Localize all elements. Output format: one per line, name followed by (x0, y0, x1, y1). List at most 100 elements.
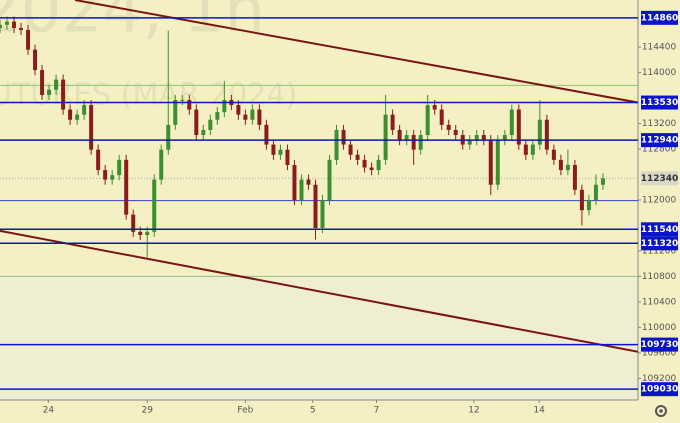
level-label-box (641, 95, 678, 110)
candle-body (306, 179, 311, 185)
candle-body (537, 119, 542, 145)
candle-body (96, 149, 101, 171)
candle-body (355, 154, 360, 160)
y-tick-label: 111200 (642, 246, 677, 256)
x-tick-label: 14 (533, 406, 545, 416)
candle-body (362, 159, 367, 168)
y-tick-label: 113200 (642, 119, 677, 129)
candle-body (0, 24, 2, 29)
candle-body (558, 159, 563, 171)
level-label: 109030 (641, 385, 679, 395)
candle-body (516, 109, 521, 145)
candle-body (243, 114, 248, 120)
candle-body (208, 119, 213, 130)
level-label-box (641, 382, 678, 397)
last-price-label: 112340 (641, 174, 679, 184)
candle-body (75, 114, 80, 120)
candle-body (446, 124, 451, 130)
candle-body (68, 109, 73, 120)
candle-body (474, 135, 479, 141)
candle-body (292, 164, 297, 200)
candle-body (271, 144, 276, 155)
candle-body (383, 114, 388, 160)
level-label: 111540 (641, 225, 679, 235)
watermark: 2024, 1h (0, 0, 265, 48)
candle-body (110, 175, 115, 180)
x-tick-label: 7 (374, 406, 380, 416)
candle-body (544, 119, 549, 150)
level-label: 114860 (641, 13, 679, 23)
y-tick-label: 109200 (642, 374, 677, 384)
candle-body (19, 28, 24, 30)
x-tick-label: 29 (142, 406, 154, 416)
y-tick-label: 112800 (642, 145, 677, 155)
candle-body (61, 79, 66, 110)
candle-body (33, 49, 38, 71)
candle-body (509, 109, 514, 136)
y-tick-label: 110000 (642, 323, 677, 333)
candle-body (404, 135, 409, 141)
x-tick-label: 12 (468, 406, 479, 416)
candle-body (411, 135, 416, 150)
candle-body (180, 100, 185, 101)
level-label: 113530 (641, 98, 679, 108)
level-label-box (641, 236, 678, 251)
candle-body (215, 112, 220, 120)
candle-body (194, 109, 199, 136)
candle-body (334, 129, 339, 160)
candle-body (103, 170, 108, 180)
level-label: 109730 (641, 340, 679, 350)
x-tick-label: Feb (237, 406, 253, 416)
candle-body (530, 144, 535, 155)
candle-body (348, 144, 353, 155)
settings-icon[interactable] (655, 405, 667, 417)
y-tick-label: 110400 (642, 297, 677, 307)
candle-body (390, 114, 395, 130)
candle-body (173, 100, 178, 125)
level-label-box (641, 222, 678, 237)
x-tick-label: 24 (43, 406, 55, 416)
level-label-box (641, 133, 678, 148)
candle-body (593, 184, 598, 200)
candle-body (313, 184, 318, 229)
candle-body (369, 167, 374, 171)
time-axis-background (0, 400, 638, 423)
y-tick-label: 114400 (642, 43, 677, 53)
candle-body (138, 231, 143, 236)
candle-body (551, 149, 556, 160)
candle-body (257, 109, 262, 125)
candle-body (327, 159, 332, 200)
candle-body (600, 178, 605, 185)
candle-body (397, 129, 402, 141)
candle-body (320, 200, 325, 229)
candle-body (117, 159, 122, 176)
candle-body (152, 179, 157, 232)
candle-body (565, 164, 570, 171)
candle-body (579, 189, 584, 211)
candle-body (145, 231, 150, 236)
candle-body (54, 79, 59, 90)
candle-body (488, 140, 493, 185)
candle-body (418, 135, 423, 150)
candle-body (502, 135, 507, 141)
candle-body (425, 105, 430, 136)
candle-body (82, 105, 87, 115)
price-axis-background (638, 0, 680, 423)
candle-body (285, 149, 290, 165)
candle-body (250, 109, 255, 120)
level-label: 112940 (641, 136, 679, 146)
candle-body (495, 140, 500, 185)
candle-body (89, 105, 94, 150)
candle-body (278, 149, 283, 155)
plot-background-lower (0, 275, 638, 400)
candle-body (201, 129, 206, 136)
x-tick-label: 5 (310, 406, 316, 416)
trendline (0, 229, 639, 353)
level-label-box (641, 337, 678, 352)
candle-body (299, 179, 304, 200)
candle-body (453, 129, 458, 136)
candle-body (166, 124, 171, 150)
candle-body (467, 140, 472, 145)
candle-body (26, 29, 31, 50)
